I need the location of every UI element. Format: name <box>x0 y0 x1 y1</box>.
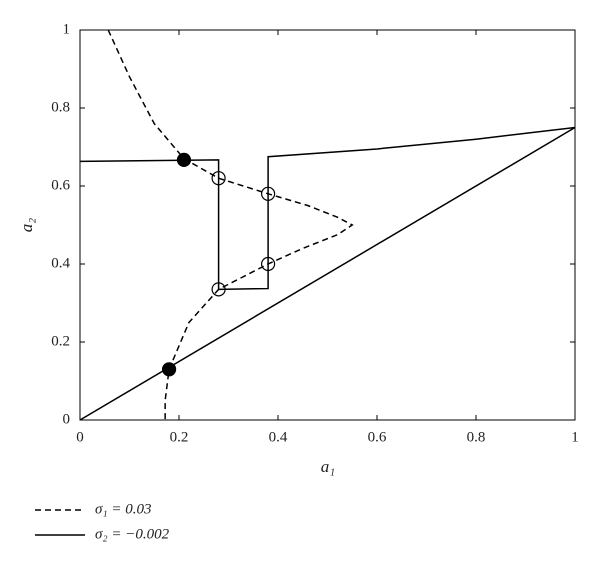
marker <box>211 171 226 186</box>
y-tick-label: 0 <box>63 411 71 427</box>
marker <box>176 152 192 167</box>
marker <box>261 186 276 201</box>
marker <box>162 362 177 377</box>
plot-frame <box>79 29 576 421</box>
y-tick-label: 0.8 <box>51 99 70 115</box>
legend-label: σ₂ = −0.002 <box>95 526 170 542</box>
series-line <box>107 29 354 420</box>
marker <box>261 256 276 272</box>
marker <box>211 282 226 297</box>
series-line <box>79 126 576 421</box>
y-tick-label: 1 <box>63 21 71 37</box>
y-tick-label: 0.2 <box>51 333 70 349</box>
y-tick-label: 0.4 <box>51 255 70 271</box>
x-tick-label: 0.6 <box>368 429 387 445</box>
x-tick-label: 1 <box>571 429 579 445</box>
x-tick-label: 0.8 <box>467 429 486 445</box>
x-axis-label: a₁ <box>321 457 335 476</box>
y-axis-label: a₂ <box>17 218 36 233</box>
x-tick-label: 0.2 <box>170 429 189 445</box>
x-tick-label: 0 <box>76 429 84 445</box>
x-tick-label: 0.4 <box>269 429 288 445</box>
y-tick-label: 0.6 <box>51 177 70 193</box>
legend-label: σ₁ = 0.03 <box>95 501 151 517</box>
